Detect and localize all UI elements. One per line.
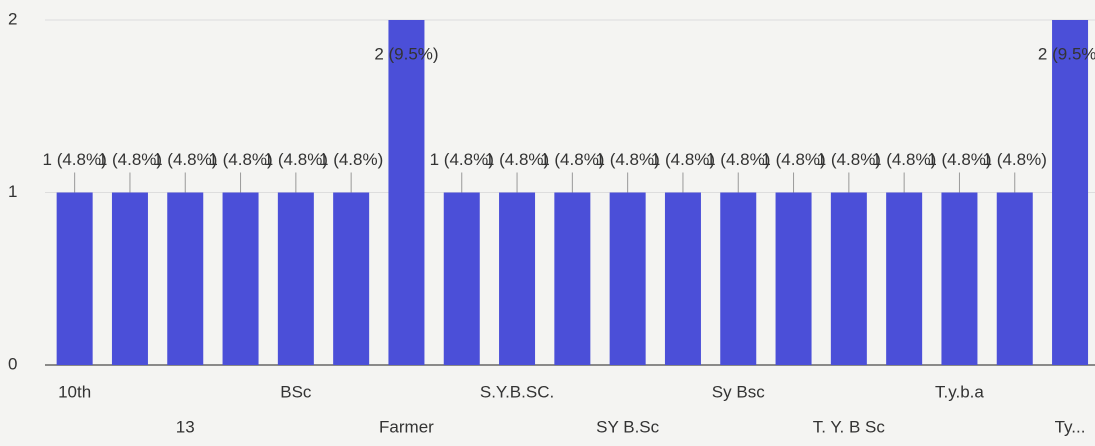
- data-label: 1 (4.8%): [983, 150, 1047, 169]
- x-tick-label: Ty...: [1055, 417, 1086, 436]
- data-label: 1 (4.8%): [264, 150, 328, 169]
- data-label: 1 (4.8%): [485, 150, 549, 169]
- bar: [775, 192, 812, 365]
- bar: [1052, 20, 1089, 365]
- x-tick-label: T. Y. B Sc: [813, 417, 886, 436]
- bar: [499, 192, 536, 365]
- bar: [222, 192, 259, 365]
- y-tick-label: 2: [8, 9, 17, 28]
- x-tick-label: 13: [176, 417, 195, 436]
- data-label: 1 (4.8%): [208, 150, 272, 169]
- bar: [388, 20, 425, 365]
- bar: [664, 192, 701, 365]
- data-label: 1 (4.8%): [872, 150, 936, 169]
- data-label: 1 (4.8%): [596, 150, 660, 169]
- bar: [443, 192, 480, 365]
- data-label: 1 (4.8%): [430, 150, 494, 169]
- data-label: 1 (4.8%): [98, 150, 162, 169]
- data-label: 1 (4.8%): [319, 150, 383, 169]
- x-tick-label: SY B.Sc: [596, 417, 659, 436]
- data-label: 1 (4.8%): [761, 150, 825, 169]
- bar: [996, 192, 1033, 365]
- data-label: 1 (4.8%): [817, 150, 881, 169]
- bar: [56, 192, 93, 365]
- data-label: 1 (4.8%): [706, 150, 770, 169]
- bar: [554, 192, 591, 365]
- bar: [941, 192, 978, 365]
- x-tick-label: Farmer: [379, 417, 434, 436]
- data-label: 1 (4.8%): [43, 150, 107, 169]
- y-tick-label: 0: [8, 354, 17, 373]
- x-tick-label: Sy Bsc: [712, 382, 765, 401]
- bar: [720, 192, 757, 365]
- x-tick-label: 10th: [58, 382, 91, 401]
- y-tick-label: 1: [8, 182, 17, 201]
- bar: [111, 192, 148, 365]
- data-label: 1 (4.8%): [651, 150, 715, 169]
- data-label: 1 (4.8%): [540, 150, 604, 169]
- bar: [830, 192, 867, 365]
- data-label: 1 (4.8%): [153, 150, 217, 169]
- data-label: 2 (9.5%): [1038, 44, 1095, 63]
- x-tick-label: T.y.b.a: [935, 382, 984, 401]
- bar: [886, 192, 923, 365]
- bar: [167, 192, 204, 365]
- data-label: 1 (4.8%): [927, 150, 991, 169]
- x-tick-label: S.Y.B.SC.: [480, 382, 554, 401]
- x-tick-label: BSc: [280, 382, 312, 401]
- data-label: 2 (9.5%): [374, 44, 438, 63]
- bar: [609, 192, 646, 365]
- bar: [277, 192, 314, 365]
- bar: [333, 192, 370, 365]
